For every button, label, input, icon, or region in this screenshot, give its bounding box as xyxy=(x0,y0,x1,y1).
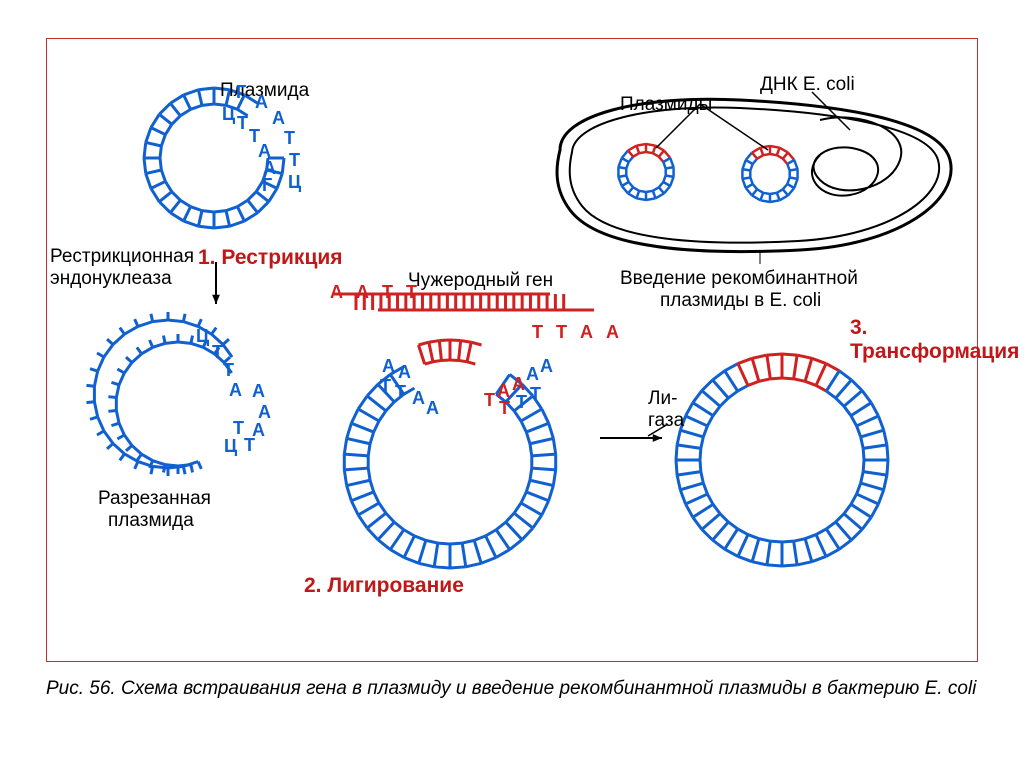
nuc-cut-c2: Ц xyxy=(224,436,237,457)
nuc-open-t6: Т xyxy=(530,384,541,405)
nuc-cut-a2: А xyxy=(252,381,265,402)
label-intro-2: плазмиды в E. coli xyxy=(660,290,821,312)
nuc-intact-g2: Г xyxy=(262,175,272,196)
nuc-cut-a4: А xyxy=(252,420,265,441)
label-restr-endo-2: эндонуклеаза xyxy=(50,268,172,290)
annotation-transformation: 3. Трансформация xyxy=(850,316,1024,364)
nuc-open-t5: Т xyxy=(516,392,527,413)
label-foreign-gene: Чужеродный ген xyxy=(408,270,553,292)
label-plasmids: Плазмиды xyxy=(620,94,712,116)
label-dna-ecoli: ДНК E. coli xyxy=(760,74,855,96)
label-cut-plasmid-1: Разрезанная xyxy=(98,488,211,510)
nuc-fg-top: А А Т Т xyxy=(330,282,421,303)
label-cut-plasmid-2: плазмида xyxy=(108,510,194,532)
nuc-intact-a2: А xyxy=(272,108,285,129)
label-ligase-2: газа xyxy=(648,410,684,432)
nuc-cut-c1: Ц xyxy=(196,326,209,347)
nuc-intact-c1: Ц xyxy=(288,172,301,193)
nuc-intact-a1: А xyxy=(255,92,268,113)
nuc-cut-a1: А xyxy=(229,380,242,401)
annotation-restriction: 1. Рестрикция xyxy=(198,246,343,270)
nuc-open-a4: А xyxy=(426,398,439,419)
caption-prefix: Рис. 56. xyxy=(46,678,121,699)
nuc-open-a1: А xyxy=(382,356,395,377)
nuc-intact-t1: Т xyxy=(284,128,295,149)
nuc-fg-bot: Т Т А А xyxy=(532,322,623,343)
nuc-cut-t2: Т xyxy=(223,360,234,381)
nuc-intact-t3: Т xyxy=(237,113,248,134)
nuc-open-a2: А xyxy=(398,362,411,383)
nuc-cut-t3: Т xyxy=(233,418,244,439)
label-intro-1: Введение рекомбинантной xyxy=(620,268,858,290)
caption-text: Схема встраивания гена в плазмиду и введ… xyxy=(121,678,976,699)
nuc-open-t1: Т xyxy=(380,376,391,397)
label-restr-endo-1: Рестрикционная xyxy=(50,246,194,268)
nuc-cut-t1: Т xyxy=(212,342,223,363)
label-ligase-1: Ли- xyxy=(648,388,677,410)
nuc-open-a3: А xyxy=(412,388,425,409)
nuc-intact-g1: Г xyxy=(236,82,246,103)
nuc-intact-t2: Т xyxy=(289,150,300,171)
figure-caption: Рис. 56. Схема встраивания гена в плазми… xyxy=(46,676,978,703)
nuc-open-t4: Т xyxy=(499,398,510,419)
nuc-open-a8: А xyxy=(540,356,553,377)
nuc-open-a7: А xyxy=(526,364,539,385)
nuc-open-t2: Т xyxy=(395,382,406,403)
nuc-open-t3: Т xyxy=(484,390,495,411)
annotation-ligation: 2. Лигирование xyxy=(304,574,464,598)
nuc-intact-c2: Ц xyxy=(222,104,235,125)
